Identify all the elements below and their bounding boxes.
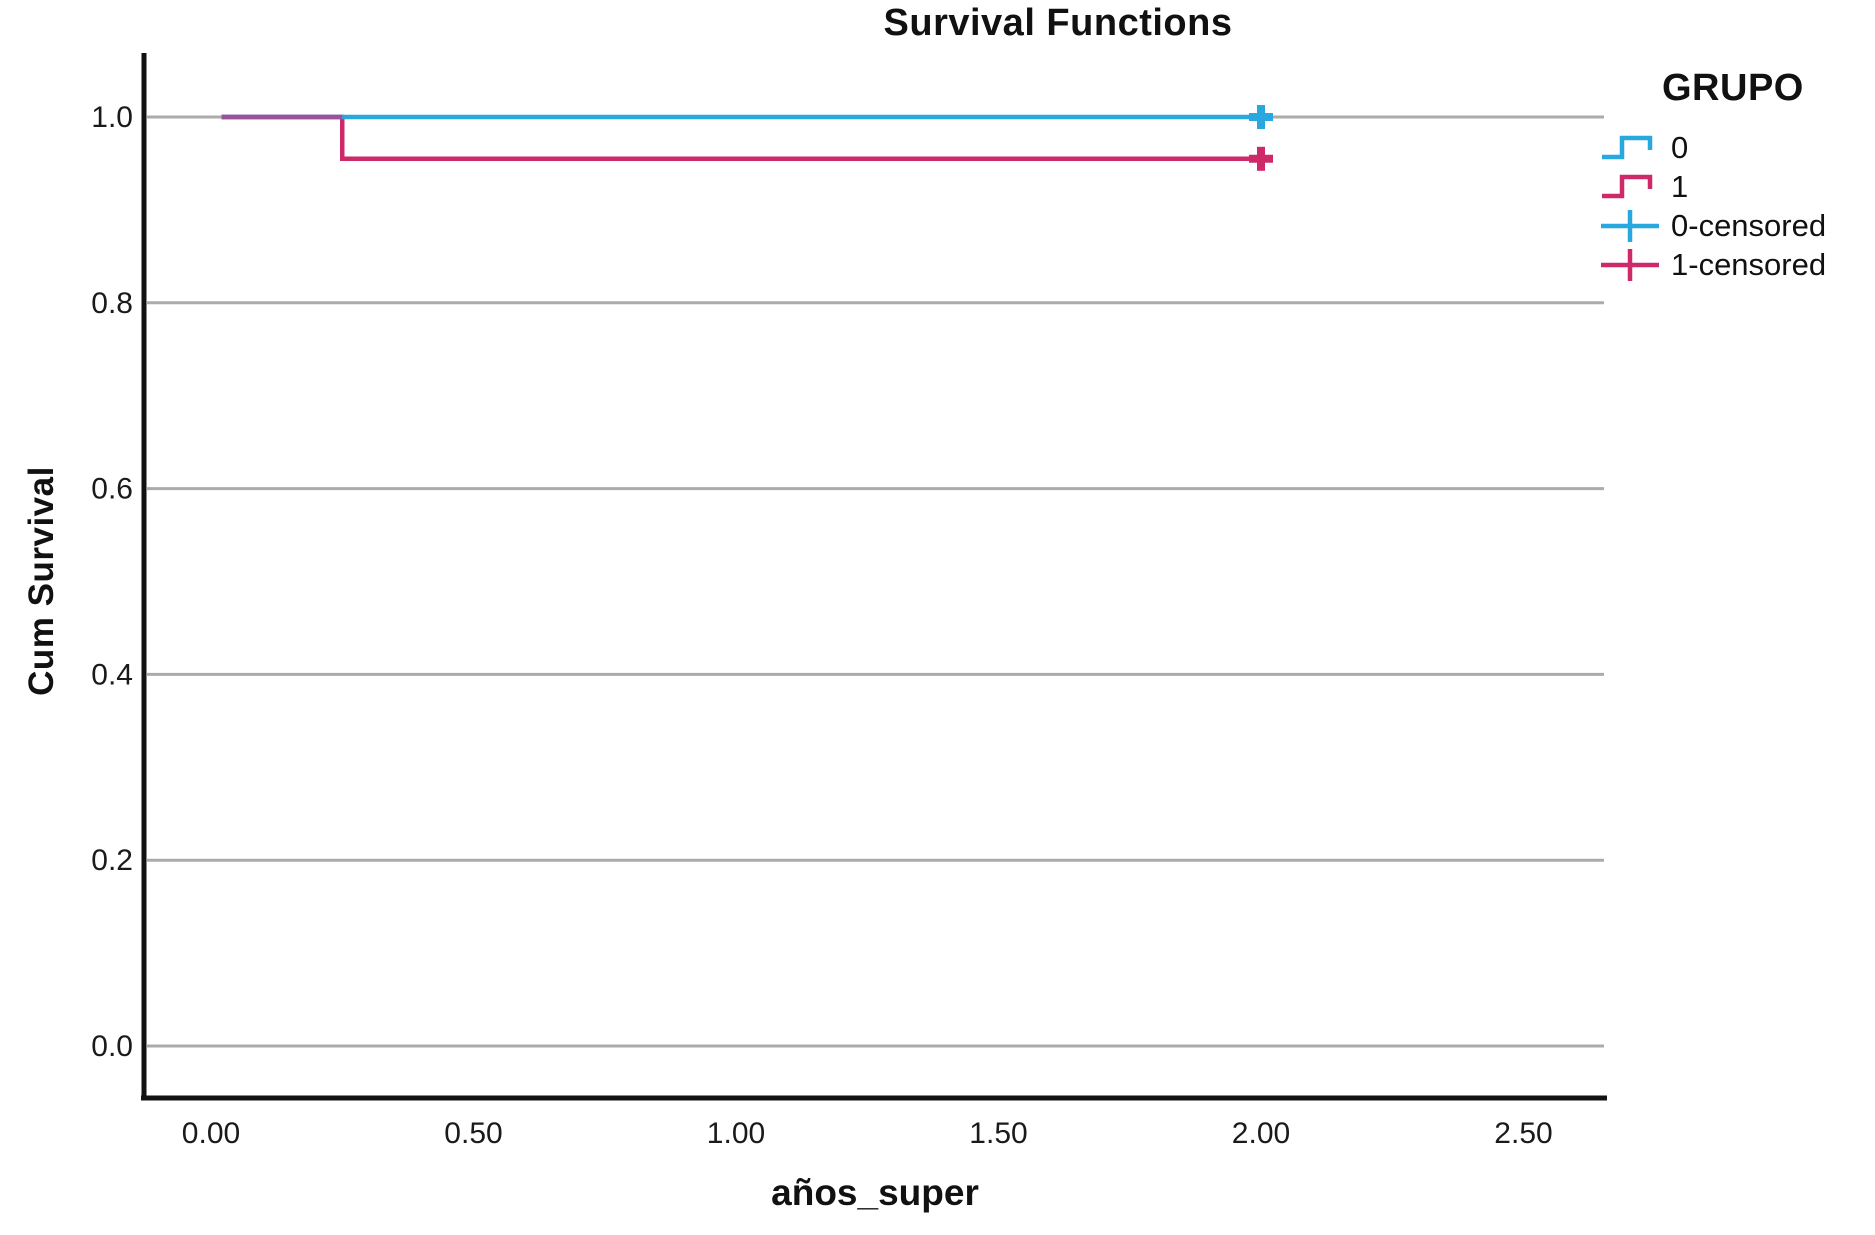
chart-title: Survival Functions <box>883 2 1233 44</box>
x-tick-label: 0.50 <box>444 1117 502 1150</box>
legend-items: 0 1 0-censored 1-censored <box>1600 128 1872 284</box>
legend-item-1-censored: 1-censored <box>1600 245 1872 284</box>
y-tick-label: 0.6 <box>91 473 133 506</box>
legend-title: GRUPO <box>1662 67 1804 109</box>
legend-item-0-censored: 0-censored <box>1600 206 1872 245</box>
step-line-icon <box>1602 174 1653 198</box>
censored-marker-group-0 <box>1249 105 1273 129</box>
legend: GRUPO 0 1 0-censored 1-censored <box>1600 66 1872 284</box>
legend-item-label: 1 <box>1671 168 1689 204</box>
x-tick-label: 1.50 <box>969 1117 1027 1150</box>
y-tick-label: 0.2 <box>91 844 133 877</box>
series-1-line <box>221 114 1261 162</box>
y-tick-label: 0.0 <box>91 1030 133 1063</box>
x-tick-label: 2.00 <box>1232 1117 1290 1150</box>
legend-item-label: 1-censored <box>1671 246 1827 282</box>
x-tick-label: 1.00 <box>707 1117 765 1150</box>
x-tick-label: 2.50 <box>1494 1117 1552 1150</box>
x-tick-label: 0.00 <box>182 1117 240 1150</box>
censored-marker-group-1 <box>1249 146 1273 171</box>
y-tick-label: 1.0 <box>91 101 133 134</box>
censored-plus-icon <box>1601 209 1659 242</box>
legend-item-label: 0 <box>1671 129 1689 165</box>
censored-plus-icon <box>1601 248 1659 281</box>
y-tick-label: 0.8 <box>91 287 133 320</box>
legend-item-label: 0-censored <box>1671 207 1827 243</box>
step-line-icon <box>1602 135 1653 159</box>
y-tick-label: 0.4 <box>91 658 133 691</box>
x-axis-title: años_super <box>771 1172 979 1213</box>
legend-item-1: 1 <box>1600 167 1872 206</box>
legend-item-0: 0 <box>1600 128 1872 167</box>
